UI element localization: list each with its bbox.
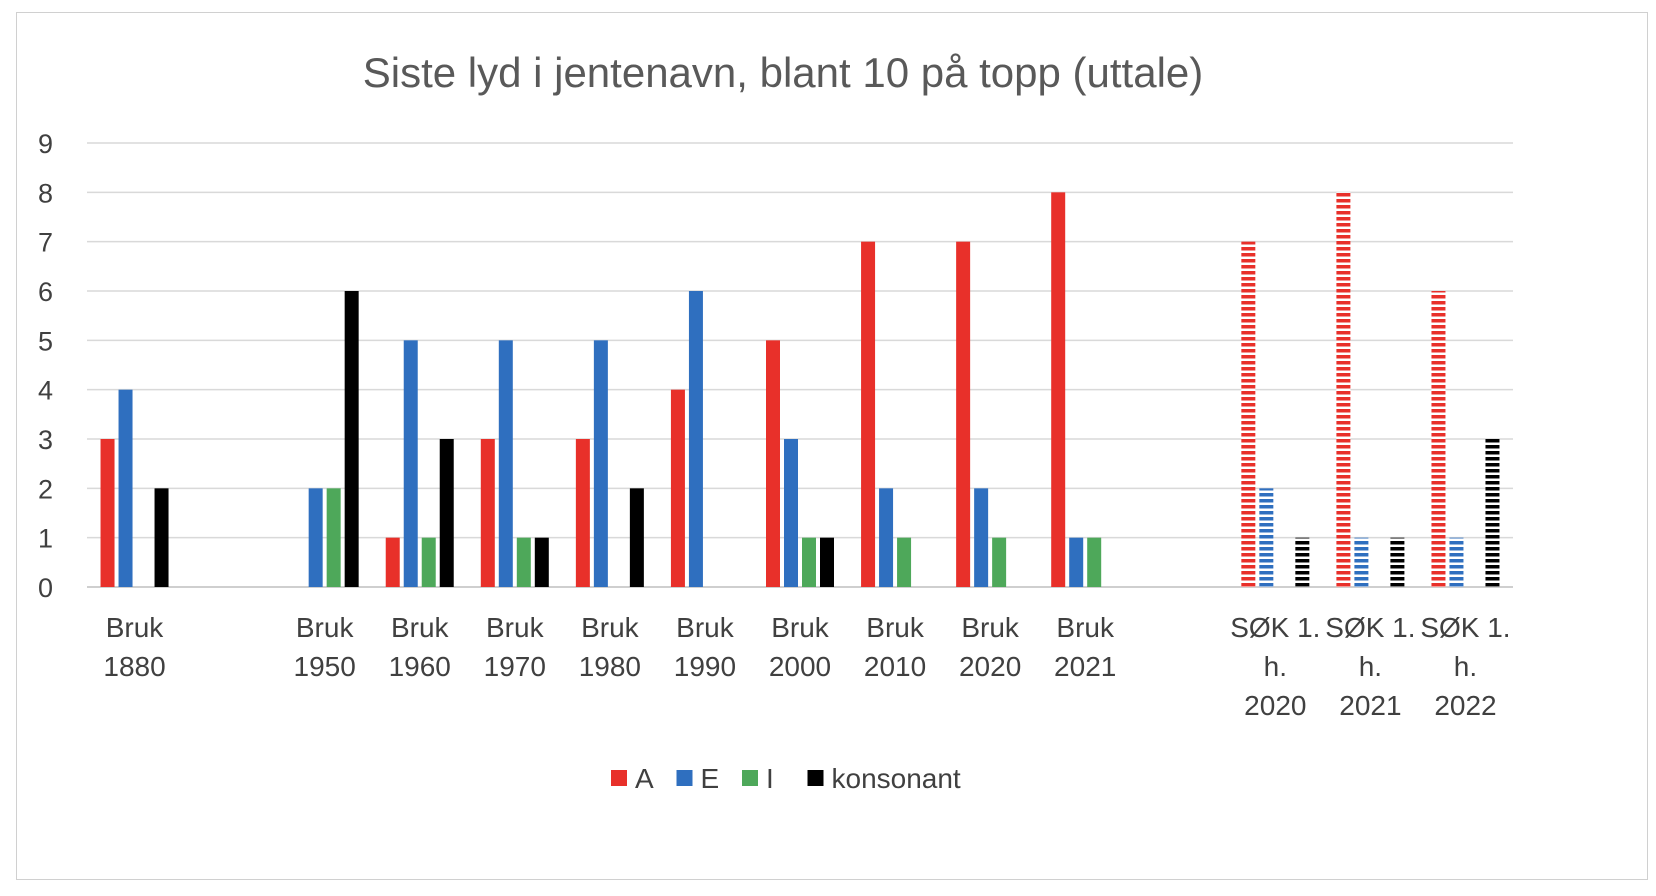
- bar-i-7: [802, 537, 816, 587]
- bar-e-2: [308, 488, 323, 587]
- y-tick-label: 8: [38, 178, 53, 208]
- bar-a-9: [956, 241, 971, 587]
- bar-e-13: [1354, 537, 1369, 587]
- y-axis: 0 1 2 3 4 5 6 7 8 9: [38, 129, 53, 603]
- y-tick-label: 9: [38, 129, 53, 159]
- legend-swatch-i: [742, 770, 758, 786]
- bar-e-8: [879, 488, 894, 587]
- y-tick-label: 3: [38, 425, 53, 455]
- chart-frame: Siste lyd i jentenavn, blant 10 på topp …: [16, 12, 1648, 880]
- bar-e-12: [1259, 488, 1274, 587]
- bar-i-9: [992, 537, 1007, 587]
- legend-label-e: E: [701, 763, 720, 794]
- bar-i-10: [1087, 537, 1102, 587]
- y-tick-label: 6: [38, 277, 53, 307]
- x-category-label: Bruk 1950: [294, 612, 356, 682]
- bar-a-3: [385, 537, 400, 587]
- x-axis: Bruk 1880 Bruk 1950 Bruk 1960 Bruk 1970 Bruk 1980…: [103, 612, 1510, 721]
- y-tick-label: 1: [38, 524, 53, 554]
- bar-e-0: [118, 389, 133, 587]
- bar-konsonant-3: [439, 439, 454, 587]
- bar-konsonant-5: [629, 488, 644, 587]
- x-category-label: Bruk 1970: [484, 612, 546, 682]
- bar-e-4: [498, 340, 513, 587]
- legend-swatch-e: [676, 770, 693, 786]
- bar-e-14: [1449, 537, 1464, 587]
- bar-konsonant-13: [1390, 537, 1405, 587]
- bar-e-5: [593, 340, 608, 587]
- x-category-label: Bruk 1980: [579, 612, 641, 682]
- legend-swatch-a: [611, 770, 627, 786]
- bar-a-10: [1051, 192, 1066, 588]
- x-category-label: Bruk 2010: [864, 612, 926, 682]
- bar-i-8: [897, 537, 912, 587]
- bar-a-8: [861, 241, 876, 587]
- bar-konsonant-0: [154, 488, 169, 587]
- x-category-label: Bruk 1990: [674, 612, 736, 682]
- bar-a-4: [480, 439, 495, 587]
- x-category-label: SØK 1. h. 2022: [1420, 612, 1510, 721]
- x-category-label: Bruk 2000: [769, 612, 831, 682]
- bar-a-5: [575, 439, 590, 587]
- bar-i-2: [326, 488, 341, 587]
- legend-label-a: A: [635, 763, 654, 794]
- bar-konsonant-2: [344, 291, 359, 587]
- y-tick-label: 5: [38, 326, 53, 356]
- bar-i-3: [421, 537, 436, 587]
- legend-swatch-konsonant: [807, 770, 824, 786]
- x-category-label: Bruk 1960: [389, 612, 451, 682]
- bar-a-0: [100, 439, 115, 587]
- bar-a-12: [1241, 241, 1256, 587]
- bar-a-7: [766, 340, 780, 587]
- bar-konsonant-4: [534, 537, 549, 587]
- bar-a-6: [670, 389, 685, 587]
- bar-a-13: [1336, 192, 1351, 588]
- bar-a-14: [1431, 291, 1446, 587]
- y-tick-label: 2: [38, 474, 53, 504]
- legend-label-konsonant: konsonant: [832, 763, 961, 794]
- bar-konsonant-14: [1485, 439, 1500, 587]
- gridlines: [87, 142, 1513, 588]
- x-category-label: SØK 1. h. 2021: [1325, 612, 1415, 721]
- legend-label-i: I: [766, 763, 774, 794]
- bar-e-6: [688, 291, 703, 587]
- y-tick-label: 7: [38, 228, 53, 258]
- y-tick-label: 4: [38, 376, 53, 406]
- bar-konsonant-7: [820, 537, 834, 587]
- bars: [100, 192, 1500, 588]
- bar-e-3: [403, 340, 418, 587]
- bar-e-7: [784, 439, 798, 587]
- chart-title: Siste lyd i jentenavn, blant 10 på topp …: [363, 49, 1204, 96]
- bar-chart: Siste lyd i jentenavn, blant 10 på topp …: [38, 49, 1513, 794]
- x-category-label: SØK 1. h. 2020: [1230, 612, 1320, 721]
- x-category-label: Bruk 1880: [103, 612, 165, 682]
- bar-konsonant-12: [1295, 537, 1310, 587]
- y-tick-label: 0: [38, 573, 53, 603]
- bar-e-10: [1069, 537, 1084, 587]
- bar-e-9: [974, 488, 989, 587]
- bar-i-4: [516, 537, 531, 587]
- x-category-label: Bruk 2020: [959, 612, 1021, 682]
- x-category-label: Bruk 2021: [1054, 612, 1116, 682]
